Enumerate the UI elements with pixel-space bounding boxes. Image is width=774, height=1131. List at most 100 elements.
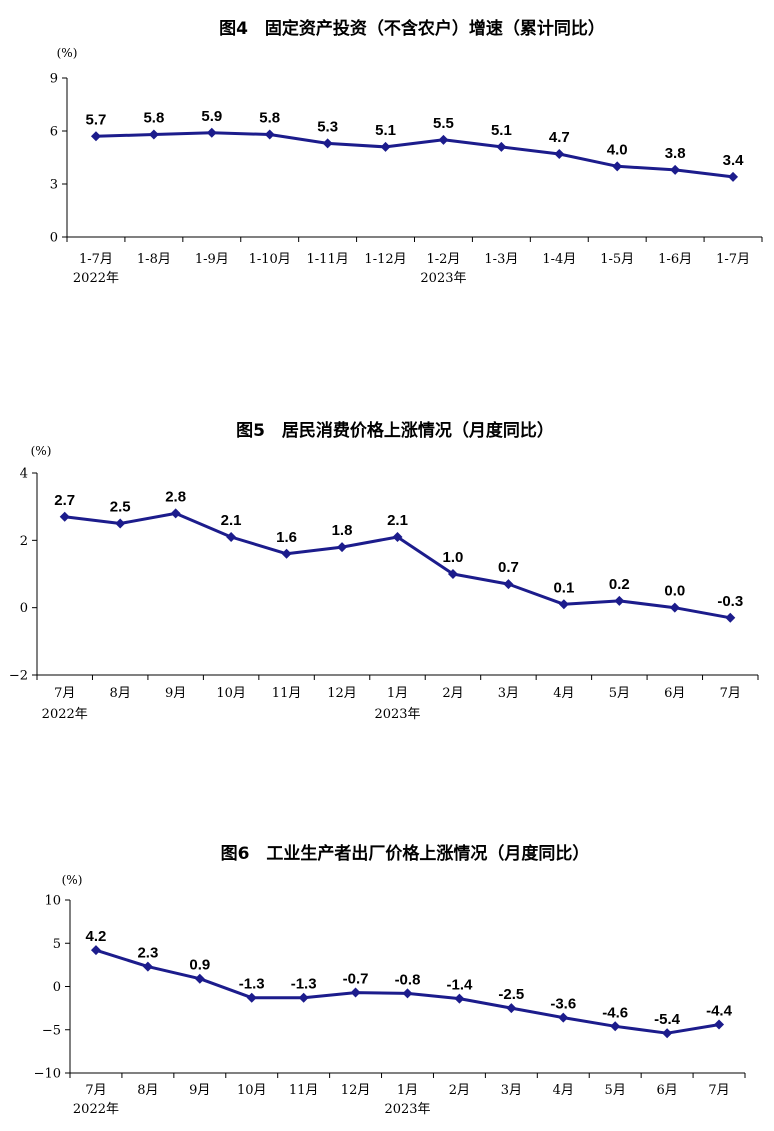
fig4-data-point (670, 164, 681, 175)
fig6-category-label: 12月 (341, 1083, 371, 1098)
fig5-data-point (447, 569, 458, 579)
fig4-data-label: 5.1 (375, 122, 396, 139)
fig4-series-line (95, 131, 734, 179)
fig4-data-label: 5.8 (143, 110, 164, 127)
fig5-category-label: 11月 (272, 686, 302, 701)
fig5-y-tick-label: 2 (20, 534, 28, 549)
fig6-data-point (662, 1028, 673, 1039)
fig6-data-point (558, 1012, 569, 1023)
fig6-category-label: 3月 (501, 1083, 522, 1098)
fig6-data-label: -1.3 (239, 976, 265, 993)
fig6-data-point (90, 945, 101, 956)
fig5-data-label: 2.8 (165, 488, 186, 505)
fig4-category-label: 1-12月 (364, 252, 406, 267)
fig5-data-label: 1.8 (332, 522, 353, 539)
fig5-category-label: 6月 (664, 686, 685, 701)
fig4-data-point (148, 129, 159, 140)
fig6-category-label: 2月 (449, 1083, 470, 1098)
fig5-category-label: 5月 (609, 686, 630, 701)
fig5-data-label: -0.3 (717, 593, 743, 610)
fig6-data-label: 2.3 (137, 945, 158, 962)
fig5-series-line (64, 511, 731, 620)
fig5-category-label: 1月 (387, 686, 408, 701)
fig6-y-tick-label: −5 (42, 1023, 61, 1038)
fig4-year-label: 2023年 (420, 271, 466, 286)
fig5-year-label: 2022年 (42, 707, 88, 722)
fig6-data-label: 4.2 (86, 928, 107, 945)
fig5-data-point (503, 579, 514, 590)
fig5-data-label: 0.0 (664, 583, 685, 600)
fig6-data-label: -1.4 (446, 977, 473, 994)
fig6-data-point (298, 992, 309, 1003)
fig6-year-label: 2023年 (384, 1102, 430, 1117)
fig5-data-label: 0.7 (498, 559, 519, 576)
fig6-category-label: 7月 (708, 1083, 729, 1098)
fig4-category-label: 1-7月 (716, 252, 750, 267)
fig4-data-label: 3.4 (723, 152, 745, 169)
fig6-data-label: -0.7 (343, 971, 369, 988)
fig4-y-tick-label: 3 (50, 178, 58, 193)
fig6-data-point (454, 993, 465, 1004)
fig6-y-tick-label: 5 (53, 937, 61, 952)
fig5-category-label: 7月 (54, 686, 75, 701)
fig5-data-label: 1.0 (443, 549, 464, 566)
fig6-data-label: -0.8 (395, 971, 421, 988)
fig4-data-point (264, 129, 275, 140)
fig4-data-point (554, 148, 565, 159)
fig6-data-point (194, 973, 205, 984)
fig4-category-label: 1-4月 (542, 252, 576, 267)
fig6-data-point (714, 1019, 725, 1030)
fig6-data-label: -4.6 (602, 1004, 628, 1021)
fig6-y-tick-label: −10 (34, 1067, 61, 1082)
fig5-data-point (669, 602, 680, 613)
fig4-data-point (90, 131, 101, 142)
fig6-data-point (610, 1021, 621, 1032)
fig5-data-point (392, 531, 403, 542)
fig6-data-label: 0.9 (189, 957, 210, 974)
fig6-data-point (246, 992, 257, 1003)
fig5-data-label: 2.1 (221, 512, 242, 529)
fig5-category-label: 9月 (165, 686, 186, 701)
fig5-data-label: 2.1 (387, 512, 408, 529)
fig6-data-point (350, 987, 361, 998)
fig6-data-label: -4.4 (706, 1003, 733, 1020)
fig4-data-point (322, 138, 333, 149)
fig5-data-point (115, 518, 126, 529)
fig6-category-label: 10月 (237, 1083, 267, 1098)
fig4-category-label: 1-11月 (307, 252, 349, 267)
fig4-data-point (438, 134, 449, 145)
fig4-data-label: 5.8 (259, 110, 280, 127)
fig4-y-tick-label: 9 (50, 72, 58, 87)
fig4-data-label: 5.9 (201, 108, 222, 125)
fig4-year-label: 2022年 (73, 271, 119, 286)
fig4-data-point (206, 127, 217, 138)
fig5-category-label: 7月 (720, 686, 741, 701)
fig6-category-label: 5月 (605, 1083, 626, 1098)
fig4-unit-label: (%) (57, 46, 78, 60)
fig4-data-point (728, 171, 739, 182)
fig5-data-point (59, 511, 70, 522)
fig4-category-label: 1-9月 (195, 252, 229, 267)
fig5-data-point (281, 548, 292, 559)
fig5-data-point (337, 542, 348, 553)
fig6-data-label: -1.3 (291, 976, 317, 993)
fig5-data-point (614, 595, 625, 606)
fig4-category-label: 1-3月 (484, 252, 518, 267)
fig5-y-tick-label: 0 (20, 601, 28, 616)
fig6-data-point (402, 988, 413, 999)
fig4-category-label: 1-7月 (79, 252, 113, 267)
fig4-data-label: 3.8 (665, 145, 686, 162)
fig5-data-point (170, 508, 181, 519)
fig4-y-tick-label: 0 (50, 231, 58, 246)
fig6-category-label: 8月 (137, 1083, 158, 1098)
fig5-data-label: 1.6 (276, 529, 297, 546)
fig4-data-label: 4.7 (549, 129, 570, 146)
chart-title-fig5: 图5 居民消费价格上涨情况（月度同比） (236, 420, 554, 441)
fig4-data-point (612, 161, 623, 172)
fig6-category-label: 1月 (397, 1083, 418, 1098)
fig5-data-point (226, 531, 237, 542)
fig5-data-label: 0.1 (553, 579, 574, 596)
fig6-data-point (142, 961, 153, 972)
fig4-category-label: 1-5月 (600, 252, 634, 267)
